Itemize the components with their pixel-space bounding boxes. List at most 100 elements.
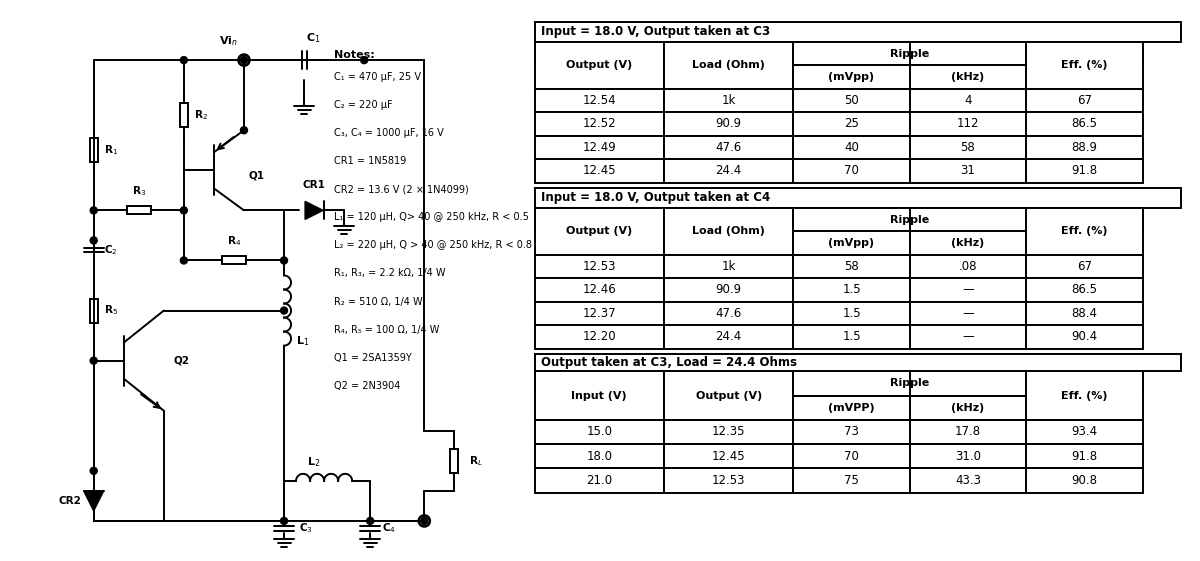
Text: 24.4: 24.4 [715,330,742,343]
Text: L₁ = 120 μH, Q> 40 @ 250 kHz, R < 0.5: L₁ = 120 μH, Q> 40 @ 250 kHz, R < 0.5 [334,213,529,222]
Text: CR1 = 1N5819: CR1 = 1N5819 [334,157,407,166]
Bar [535,255,664,278]
FancyBboxPatch shape [90,138,97,162]
Text: R$_1$: R$_1$ [103,144,118,157]
Circle shape [180,57,187,63]
Bar [910,42,1026,65]
Text: 17.8: 17.8 [955,425,982,439]
FancyBboxPatch shape [450,449,458,473]
Bar [1026,371,1142,396]
Text: C₃, C₄ = 1000 μF, 16 V: C₃, C₄ = 1000 μF, 16 V [334,128,444,138]
Text: C₂ = 220 μF: C₂ = 220 μF [334,100,392,110]
Text: Ripple: Ripple [890,379,929,388]
Bar [793,112,910,136]
Text: 58: 58 [844,260,859,273]
Text: R$_3$: R$_3$ [132,185,146,199]
Bar [664,444,793,468]
Text: C₁ = 470 μF, 25 V: C₁ = 470 μF, 25 V [334,72,421,82]
Text: 58: 58 [960,141,976,154]
Bar [793,278,910,302]
Text: 4: 4 [965,94,972,107]
Text: 12.37: 12.37 [582,307,616,320]
Text: 1k: 1k [721,260,736,273]
Bar [1026,208,1142,255]
FancyBboxPatch shape [90,298,97,323]
Text: Input (V): Input (V) [571,390,628,401]
Text: 70: 70 [844,450,859,463]
Text: (mVpp): (mVpp) [828,238,875,248]
Bar [1026,136,1142,159]
Bar [910,112,1026,136]
Text: .08: .08 [959,260,977,273]
Bar [910,302,1026,325]
Text: 47.6: 47.6 [715,141,742,154]
Text: 24.4: 24.4 [715,164,742,177]
Bar [1026,42,1142,65]
Text: (kHz): (kHz) [952,403,984,413]
Text: Q1 = 2SA1359Y: Q1 = 2SA1359Y [334,353,412,362]
Text: —: — [962,307,974,320]
Text: 73: 73 [844,425,859,439]
Circle shape [421,517,427,525]
Text: 1.5: 1.5 [842,330,860,343]
Text: 12.46: 12.46 [582,283,616,296]
Text: Q1: Q1 [248,171,265,180]
Bar [793,208,1026,231]
Text: 12.53: 12.53 [712,474,745,487]
Text: 12.20: 12.20 [582,330,616,343]
Text: Input = 18.0 V, Output taken at C3: Input = 18.0 V, Output taken at C3 [541,25,770,38]
Text: 93.4: 93.4 [1072,425,1098,439]
Text: 12.35: 12.35 [712,425,745,439]
Text: Input = 18.0 V, Output taken at C4: Input = 18.0 V, Output taken at C4 [541,191,770,204]
Text: L$_1$: L$_1$ [296,334,310,347]
Circle shape [281,517,288,525]
Text: 31.0: 31.0 [955,450,980,463]
Bar [1026,208,1142,231]
Bar [910,159,1026,182]
Text: Q2 = 2N3904: Q2 = 2N3904 [334,381,401,390]
Text: 86.5: 86.5 [1072,117,1097,131]
Circle shape [90,207,97,214]
Bar [1026,159,1142,182]
Bar [664,371,793,396]
Text: C$_3$: C$_3$ [299,521,313,535]
Bar [535,22,1182,42]
Text: 112: 112 [956,117,979,131]
Text: R$_5$: R$_5$ [103,304,118,318]
Bar [535,371,664,420]
Bar [535,159,664,182]
Circle shape [180,207,187,214]
FancyBboxPatch shape [222,256,246,264]
Bar [793,42,1026,65]
Text: 90.9: 90.9 [715,117,742,131]
Text: 67: 67 [1076,260,1092,273]
Bar [910,65,1026,89]
Bar [535,302,664,325]
Text: Eff. (%): Eff. (%) [1061,60,1108,70]
Text: R$_4$: R$_4$ [227,234,241,249]
Text: 70: 70 [844,164,859,177]
Text: 90.9: 90.9 [715,283,742,296]
Bar [910,208,1026,231]
Bar [535,278,664,302]
Bar [664,208,793,231]
Bar [1026,325,1142,348]
Text: 12.45: 12.45 [582,164,616,177]
Bar [535,444,664,468]
Bar [793,444,910,468]
Text: 12.53: 12.53 [582,260,616,273]
Text: 50: 50 [844,94,859,107]
Text: Load (Ohm): Load (Ohm) [692,226,766,236]
FancyBboxPatch shape [127,206,151,214]
Bar [1026,468,1142,493]
Text: L$_2$: L$_2$ [307,455,320,469]
Text: 12.45: 12.45 [712,450,745,463]
Text: Ripple: Ripple [890,49,929,58]
Bar [793,255,910,278]
Text: 18.0: 18.0 [587,450,612,463]
Bar [1026,420,1142,444]
Text: 86.5: 86.5 [1072,283,1097,296]
Text: 67: 67 [1076,94,1092,107]
Text: C$_1$: C$_1$ [306,31,320,45]
Text: C$_2$: C$_2$ [103,243,118,257]
